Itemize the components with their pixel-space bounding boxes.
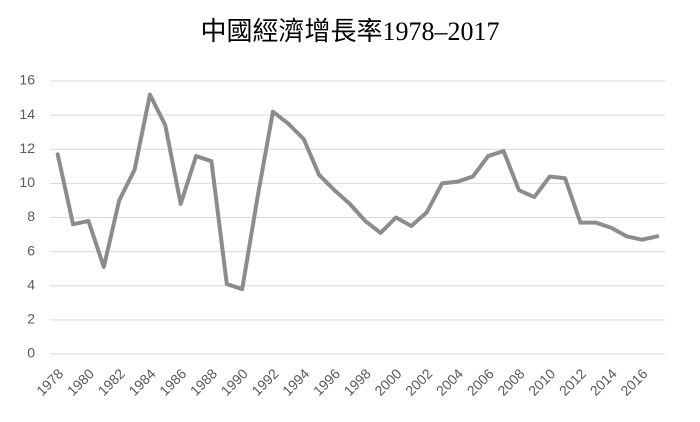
chart-title: 中國經濟增長率1978–2017 <box>200 17 499 46</box>
x-tick-label: 1978 <box>33 365 66 398</box>
x-tick-label: 2000 <box>371 365 404 398</box>
y-tick-label: 6 <box>27 242 35 258</box>
x-tick-label: 1982 <box>95 365 128 398</box>
x-tick-label: 2008 <box>494 365 527 398</box>
x-tick-label: 1990 <box>218 365 251 398</box>
y-tick-label: 12 <box>19 140 35 156</box>
x-tick-label: 1988 <box>187 365 220 398</box>
y-tick-label: 16 <box>19 72 35 88</box>
x-tick-label: 2012 <box>556 365 589 398</box>
y-tick-label: 10 <box>19 174 35 190</box>
x-tick-label: 1992 <box>248 365 281 398</box>
x-tick-label: 2004 <box>433 365 466 398</box>
x-tick-label: 1984 <box>125 365 158 398</box>
y-tick-label: 4 <box>27 276 35 292</box>
x-tick-label: 2016 <box>617 365 650 398</box>
x-tick-label: 1996 <box>310 365 343 398</box>
x-tick-label: 1994 <box>279 365 312 398</box>
x-tick-label: 2002 <box>402 365 435 398</box>
x-tick-label: 1980 <box>64 365 97 398</box>
y-tick-label: 8 <box>27 208 35 224</box>
x-tick-label: 2006 <box>464 365 497 398</box>
y-tick-label: 0 <box>27 345 35 361</box>
x-tick-label: 2014 <box>587 365 620 398</box>
y-tick-label: 14 <box>19 106 35 122</box>
x-tick-label: 1998 <box>341 365 374 398</box>
x-tick-label: 2010 <box>525 365 558 398</box>
x-tick-label: 1986 <box>156 365 189 398</box>
y-tick-label: 2 <box>27 311 35 327</box>
data-line <box>55 92 660 292</box>
